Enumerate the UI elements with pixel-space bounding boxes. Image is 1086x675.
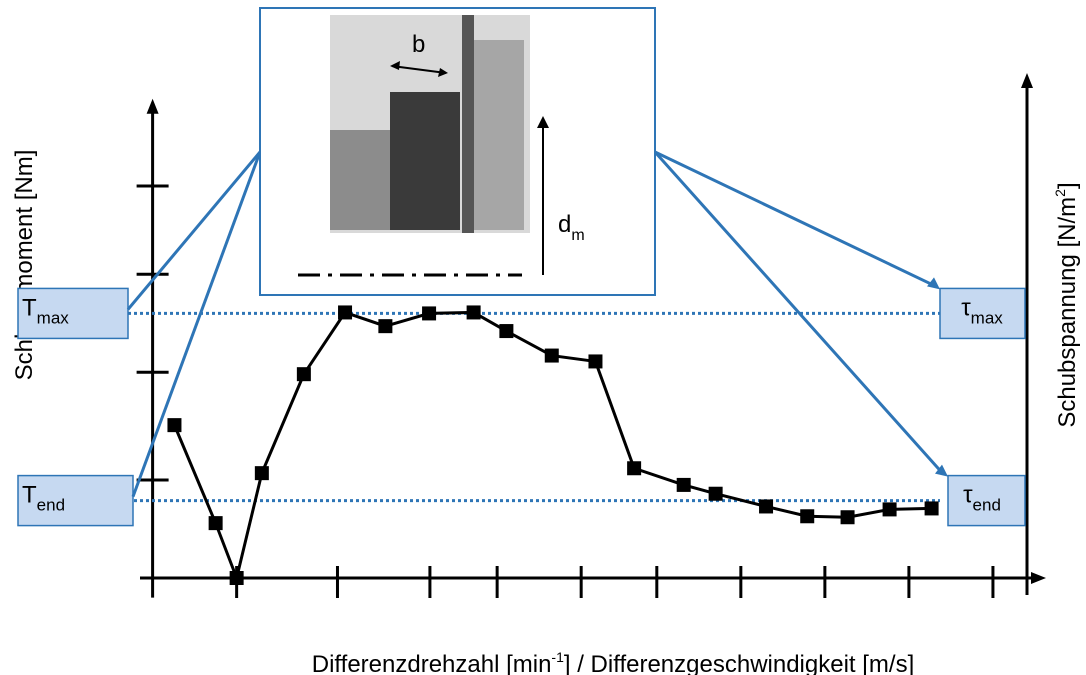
data-point [841,510,855,524]
data-point [709,487,723,501]
label-sub: end [37,496,65,515]
data-point [378,319,392,333]
data-point [759,499,773,513]
label-sub: end [973,496,1001,515]
data-point [627,461,641,475]
inset-photo: b dm [260,8,655,295]
data-point [230,571,244,585]
label-main: T [22,294,37,321]
photo-gear [462,15,474,233]
width-label: b [412,31,425,58]
x-axis-label: Differenzdrehzahl [min-1] / Differenzges… [312,649,915,675]
x-label-part: -1 [551,649,564,665]
x-label-part: ] / Differenzgeschwindigkeit [m/s] [564,651,914,675]
data-point [545,349,559,363]
photo-hub [330,130,390,230]
y2-axis-label: Schubspannung [N/m2] [1052,182,1081,427]
label-main: T [22,482,37,509]
data-point [677,478,691,492]
data-point [255,466,269,480]
label-sub: m [571,227,584,244]
data-point [422,306,436,320]
axis-arrow [1031,572,1046,584]
chart: Differenzdrehzahl [min-1] / Differenzges… [0,0,1086,675]
pointer-arrow [128,152,260,309]
photo-housing [474,40,524,230]
axis-arrow [1021,73,1033,88]
data-point [499,324,513,338]
data-point [588,354,602,368]
data-point [467,305,481,319]
x-label-part: Differenzdrehzahl [min [312,651,552,675]
axis-arrow [147,99,159,114]
y2-label-part: Schubspannung [N/m [1054,197,1081,428]
data-point [297,367,311,381]
data-point [925,501,939,515]
data-point [800,509,814,523]
data-point [338,305,352,319]
y2-label-part: 2 [1052,189,1068,197]
data-point [167,418,181,432]
photo-felt-ring [390,92,460,230]
label-sub: max [37,308,70,327]
y-axis-label: Schleppmoment [Nm] [11,150,38,381]
label-main: d [558,211,571,238]
label-sub: max [971,308,1004,327]
y2-label-part: ] [1054,182,1081,189]
data-point [209,516,223,530]
data-point [883,502,897,516]
pointer-arrow [655,152,934,285]
